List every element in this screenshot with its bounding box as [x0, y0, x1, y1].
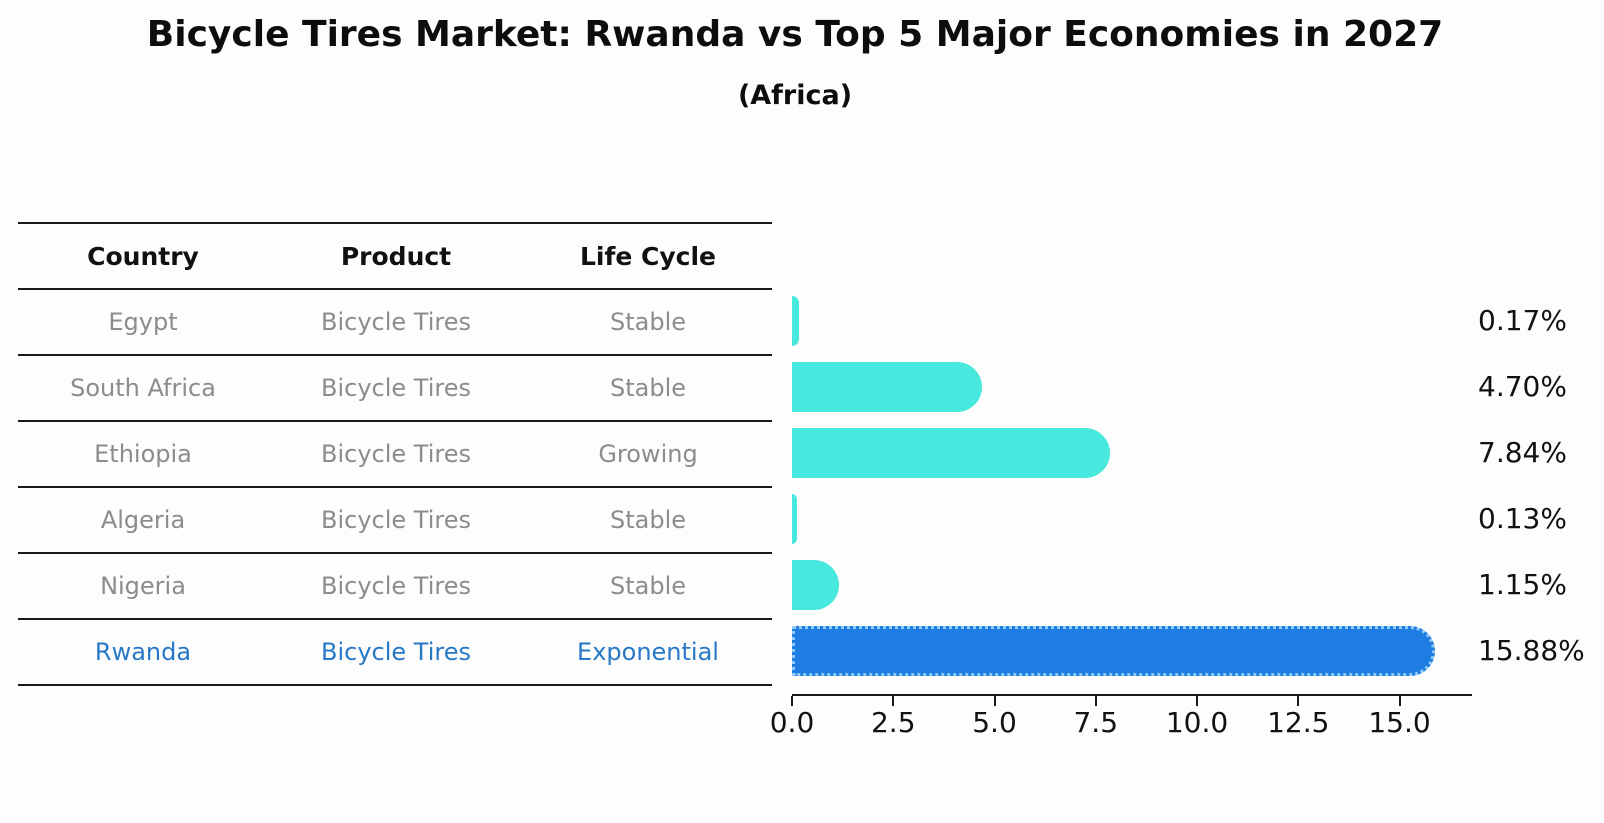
- bar-nigeria: [792, 560, 839, 610]
- table-row: Nigeria Bicycle Tires Stable: [18, 554, 772, 620]
- x-axis-line: [792, 694, 1472, 696]
- cell-life-cycle: Exponential: [577, 638, 719, 666]
- country-table: Country Product Life Cycle Egypt Bicycle …: [18, 222, 772, 686]
- x-axis-tick-label: 0.0: [769, 706, 815, 739]
- page-subtitle: (Africa): [737, 80, 853, 111]
- cell-life-cycle: Stable: [609, 506, 687, 534]
- x-axis-tick: [1398, 696, 1401, 706]
- table-row: South Africa Bicycle Tires Stable: [18, 356, 772, 422]
- cell-product: Bicycle Tires: [321, 506, 471, 534]
- bar-value-label: 15.88%: [1478, 634, 1585, 667]
- bar-value-label: 7.84%: [1478, 436, 1567, 469]
- cell-country: Rwanda: [94, 638, 192, 666]
- x-axis-tick-label: 5.0: [972, 706, 1017, 739]
- cell-life-cycle: Growing: [598, 440, 698, 468]
- bar-value-label: 1.15%: [1478, 568, 1567, 601]
- x-axis-tick: [1196, 696, 1198, 706]
- x-axis-tick-label: 12.5: [1267, 706, 1330, 739]
- x-axis-tick: [1297, 696, 1300, 706]
- table-header-product: Product: [340, 241, 452, 271]
- bar-south-africa: [792, 362, 982, 412]
- cell-country: South Africa: [70, 374, 216, 402]
- x-axis-tick-label: 10.0: [1165, 706, 1229, 739]
- x-axis-tick: [892, 696, 895, 706]
- cell-life-cycle: Stable: [609, 572, 687, 600]
- cell-product: Bicycle Tires: [321, 308, 471, 336]
- x-axis-tick-label: 7.5: [1073, 706, 1119, 739]
- page-title: Bicycle Tires Market: Rwanda vs Top 5 Ma…: [146, 14, 1444, 55]
- x-axis-tick-label: 2.5: [870, 706, 916, 739]
- x-axis-tick: [791, 696, 793, 706]
- cell-product: Bicycle Tires: [321, 374, 471, 402]
- cell-product: Bicycle Tires: [321, 440, 471, 468]
- bar-egypt: [792, 296, 799, 346]
- x-axis-tick: [993, 696, 996, 706]
- cell-country: Ethiopia: [94, 440, 192, 468]
- bar-algeria: [792, 494, 797, 544]
- cell-country: Egypt: [108, 308, 178, 336]
- cell-life-cycle: Stable: [609, 308, 687, 336]
- x-axis-tick-label: 15.0: [1368, 706, 1431, 739]
- cell-product: Bicycle Tires: [321, 572, 471, 600]
- table-header-life-cycle: Life Cycle: [579, 241, 717, 271]
- cell-product: Bicycle Tires: [321, 638, 471, 666]
- cell-life-cycle: Stable: [609, 374, 687, 402]
- table-header-country: Country: [87, 241, 199, 271]
- bar-value-label: 0.17%: [1478, 304, 1567, 337]
- x-axis-tick: [1094, 696, 1097, 706]
- bar-value-label: 4.70%: [1478, 370, 1567, 403]
- table-header-row: Country Product Life Cycle: [18, 224, 772, 290]
- bar-value-label: 0.13%: [1478, 502, 1567, 535]
- cell-country: Nigeria: [100, 572, 186, 600]
- table-row: Algeria Bicycle Tires Stable: [18, 488, 772, 554]
- table-row: Rwanda Bicycle Tires Exponential: [18, 620, 772, 686]
- bar-rwanda: [792, 626, 1435, 676]
- table-row: Ethiopia Bicycle Tires Growing: [18, 422, 772, 488]
- bar-ethiopia: [792, 428, 1110, 478]
- table-row: Egypt Bicycle Tires Stable: [18, 290, 772, 356]
- cell-country: Algeria: [100, 506, 186, 534]
- table-body: Egypt Bicycle Tires Stable South Africa Bicy…: [18, 290, 772, 686]
